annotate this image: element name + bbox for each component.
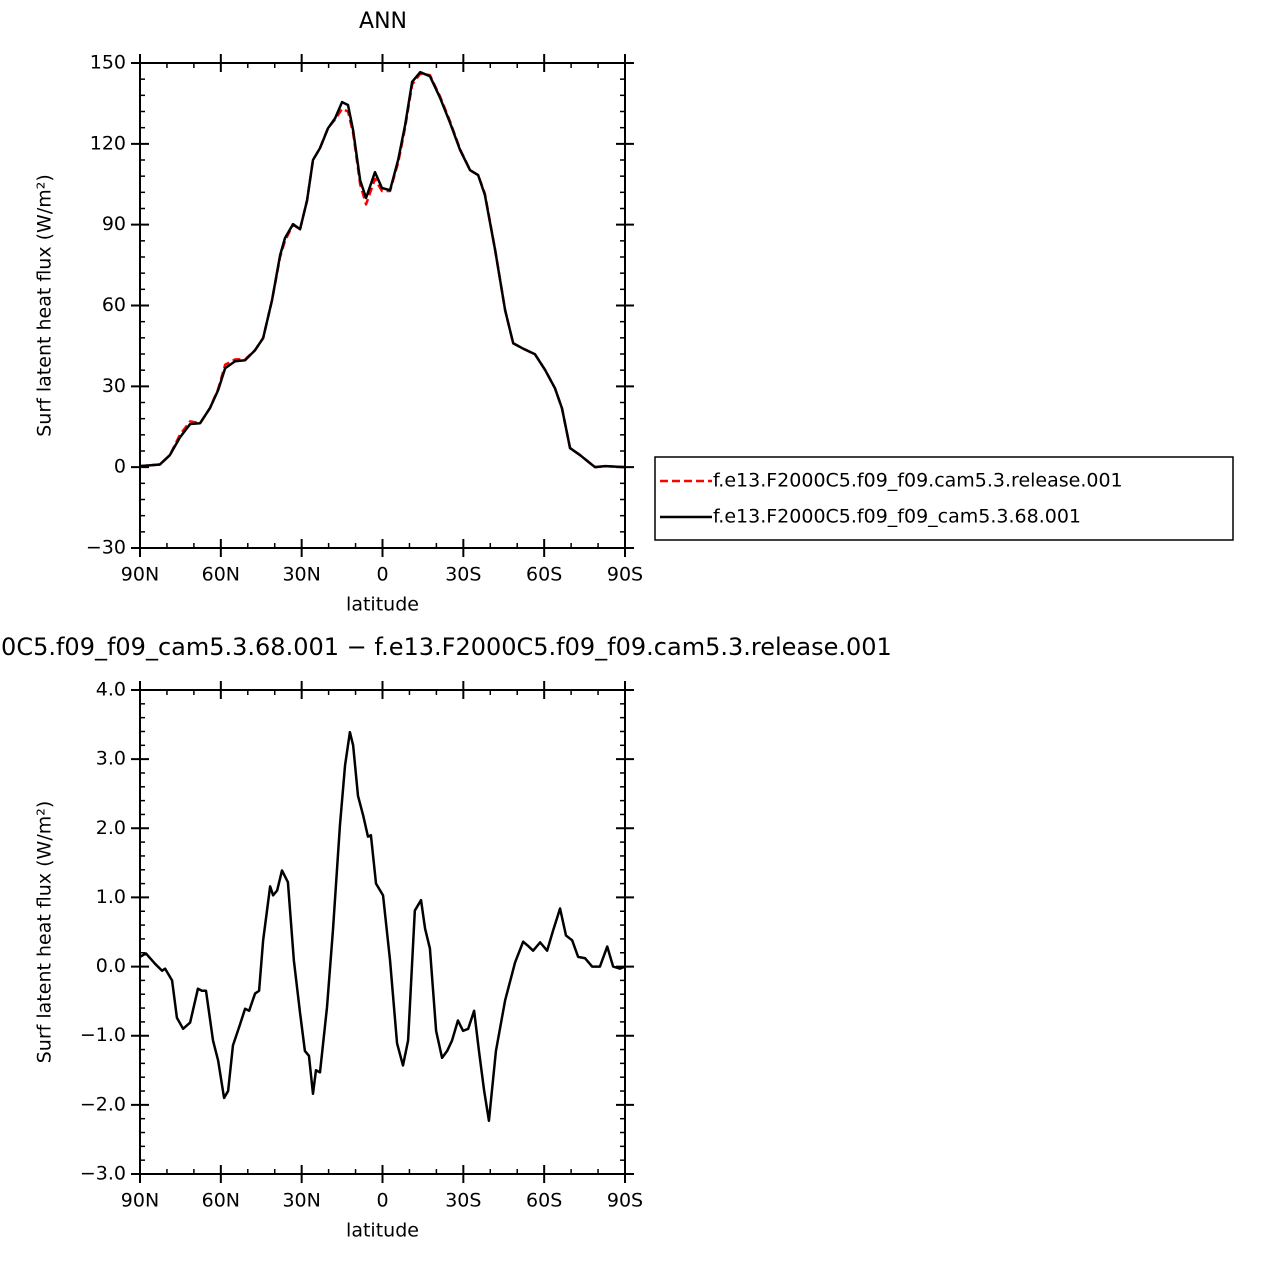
y-tick-label: 30 <box>102 375 126 397</box>
y-tick-label: 2.0 <box>96 817 126 839</box>
plot-frame <box>139 689 626 1175</box>
data-line <box>139 730 626 1123</box>
x-tick-label: 60S <box>526 1190 562 1212</box>
x-tick-label: 90N <box>121 1190 159 1212</box>
legend-label: f.e13.F2000C5.f09_f09_cam5.3.68.001 <box>713 506 1081 528</box>
y-axis-label: Surf latent heat flux (W/m²) <box>34 174 56 437</box>
y-tick-label: −2.0 <box>80 1093 126 1115</box>
y-tick-label: −30 <box>86 537 126 559</box>
y-tick-label: 90 <box>102 213 126 235</box>
y-axis-label: Surf latent heat flux (W/m²) <box>34 801 56 1064</box>
x-tick-label: 60N <box>202 564 240 586</box>
y-tick-label: −1.0 <box>80 1024 126 1046</box>
y-tick-label: 120 <box>90 132 126 154</box>
x-tick-label: 60N <box>202 1190 240 1212</box>
x-tick-label: 30S <box>445 564 481 586</box>
x-axis-label: latitude <box>346 1220 419 1242</box>
x-axis-label: latitude <box>346 594 419 616</box>
legend-box <box>654 456 1234 541</box>
y-tick-label: 1.0 <box>96 886 126 908</box>
y-tick-label: 0.0 <box>96 955 126 977</box>
x-tick-label: 0 <box>376 1190 388 1212</box>
chart-title: f.e13.F2000C5.f09_f09_cam5.3.68.001 − f.… <box>0 633 892 661</box>
x-tick-label: 60S <box>526 564 562 586</box>
y-tick-label: 0 <box>114 456 126 478</box>
data-line <box>139 72 626 469</box>
plot-frame <box>139 62 626 549</box>
x-tick-label: 30S <box>445 1190 481 1212</box>
y-tick-label: −3.0 <box>80 1163 126 1185</box>
y-tick-label: 4.0 <box>96 679 126 701</box>
x-tick-label: 30N <box>282 1190 320 1212</box>
legend-label: f.e13.F2000C5.f09_f09.cam5.3.release.001 <box>713 470 1123 492</box>
x-tick-label: 0 <box>376 564 388 586</box>
x-tick-label: 90S <box>607 564 643 586</box>
x-tick-label: 30N <box>282 564 320 586</box>
y-tick-label: 60 <box>102 294 126 316</box>
x-tick-label: 90N <box>121 564 159 586</box>
x-tick-label: 90S <box>607 1190 643 1212</box>
y-tick-label: 150 <box>90 52 126 74</box>
data-line <box>139 70 626 469</box>
chart-title: ANN <box>359 9 407 34</box>
y-tick-label: 3.0 <box>96 748 126 770</box>
